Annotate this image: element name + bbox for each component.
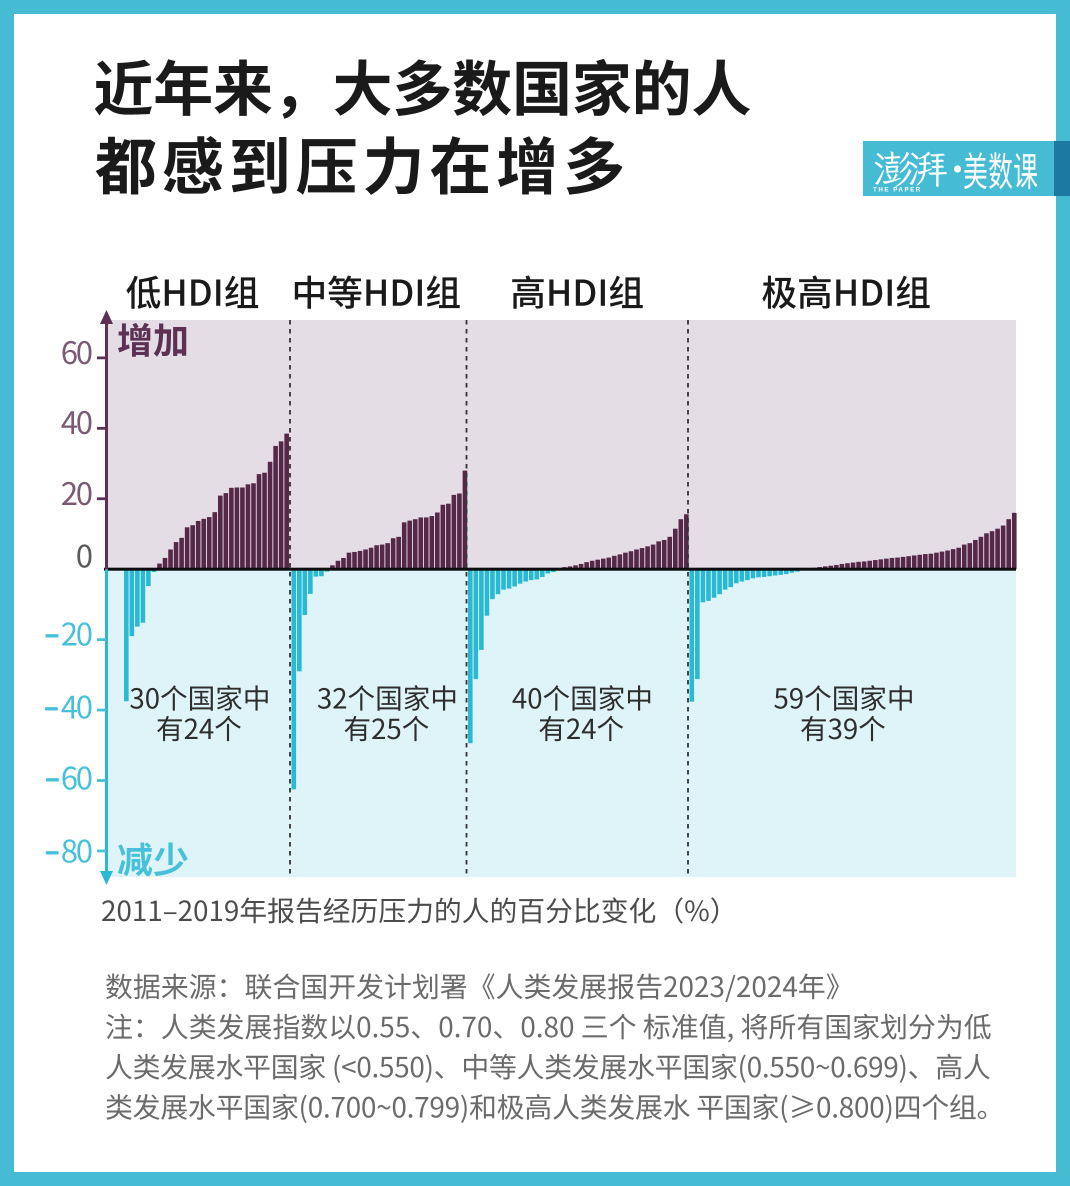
svg-text:THE PAPER: THE PAPER xyxy=(873,187,922,194)
